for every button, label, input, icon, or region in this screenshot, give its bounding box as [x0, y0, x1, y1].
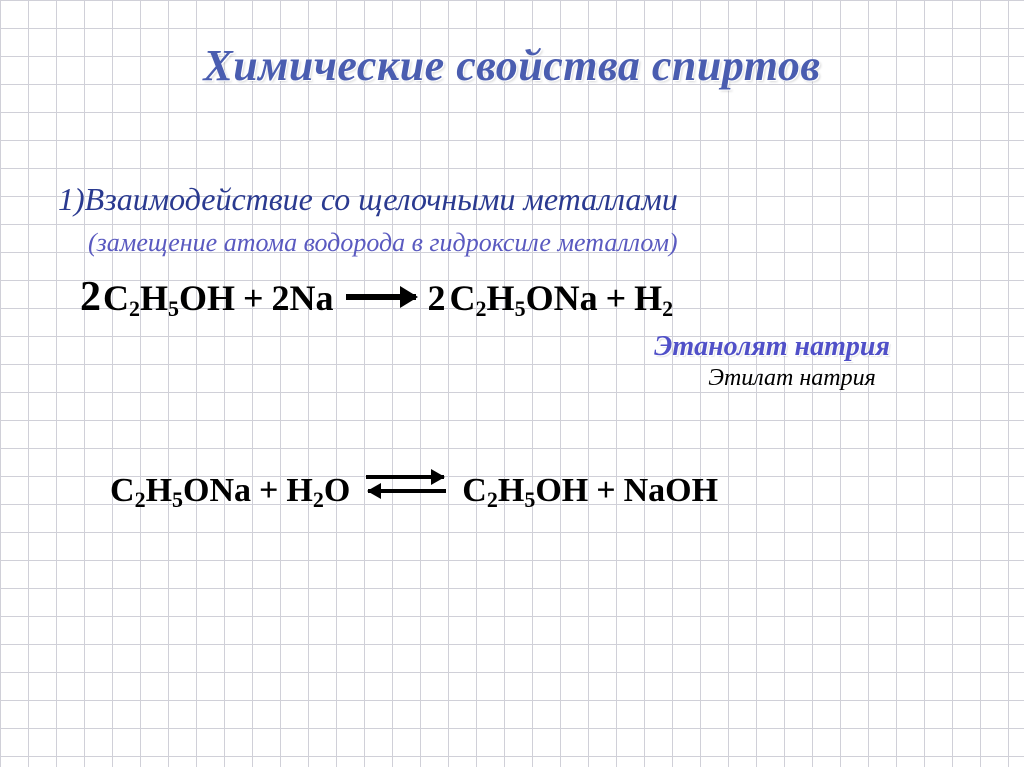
eq1-lhs2: 2Na — [272, 277, 334, 319]
eq1-rhs2: H2 — [634, 277, 673, 319]
reversible-arrow-icon — [366, 471, 446, 497]
product-label-plain: Этилат натрия — [560, 365, 1024, 392]
eq1-sub2: 2 — [129, 296, 140, 322]
eq1-sub5: 5 — [168, 296, 179, 322]
eq2-sub2: 2 — [135, 487, 146, 513]
eq1-H2: H — [634, 277, 662, 319]
eq1-coef-left: 2 — [80, 273, 101, 321]
eq1-ONa: ONa — [526, 277, 598, 319]
eq2-lhs2: H2O — [286, 472, 350, 510]
eq2-lhs1: C2H5ONa — [110, 472, 251, 510]
eq2-H: H — [146, 472, 172, 510]
equation-1: 2 C2H5OH + 2Na 2C2H5ONa + H2 — [80, 273, 1024, 321]
eq1-coef2: 2 — [272, 277, 290, 319]
product-label-fancy: Этанолят натрия — [520, 331, 1024, 363]
eq2-rsub5: 5 — [524, 487, 535, 513]
eq2-plus1: + — [259, 472, 278, 510]
equation-2: C2H5ONa + H2O C2H5OH + NaOH — [110, 472, 1024, 510]
eq1-rsub5: 5 — [515, 296, 526, 322]
section-subheading: (замещение атома водорода в гидроксиле м… — [88, 228, 1024, 258]
eq1-rC: C — [450, 277, 476, 319]
eq1-OH: OH — [179, 277, 235, 319]
eq2-rhs2: NaOH — [624, 472, 718, 510]
eq2-H2O-O: O — [324, 472, 350, 510]
eq1-lhs1: C2H5OH — [103, 277, 235, 319]
eq1-rH: H — [487, 277, 515, 319]
eq1-plus1: + — [243, 277, 264, 319]
eq2-rC: C — [462, 472, 487, 510]
eq1-C: C — [103, 277, 129, 319]
eq1-plus2: + — [606, 277, 627, 319]
eq2-rsub2: 2 — [487, 487, 498, 513]
section-heading: 1)Взаимодействие со щелочными металлами — [58, 181, 1024, 218]
eq2-rhs1: C2H5OH — [462, 472, 588, 510]
eq2-C: C — [110, 472, 135, 510]
eq1-rcoef2: 2 — [428, 277, 446, 319]
eq2-rH: H — [498, 472, 524, 510]
eq2-H2O-sub: 2 — [313, 487, 324, 513]
eq2-H2O-H: H — [286, 472, 312, 510]
eq2-plus2: + — [596, 472, 615, 510]
eq2-sub5: 5 — [172, 487, 183, 513]
eq2-ONa: ONa — [183, 472, 251, 510]
eq1-Na: Na — [290, 277, 334, 319]
eq1-rsub2: 2 — [476, 296, 487, 322]
eq2-rOH: OH — [535, 472, 588, 510]
eq1-H2sub: 2 — [662, 296, 673, 322]
eq1-H: H — [140, 277, 168, 319]
page-title: Химические свойства спиртов — [0, 0, 1024, 91]
forward-arrow-icon — [346, 294, 416, 300]
eq1-rhs1: 2C2H5ONa — [428, 277, 598, 319]
